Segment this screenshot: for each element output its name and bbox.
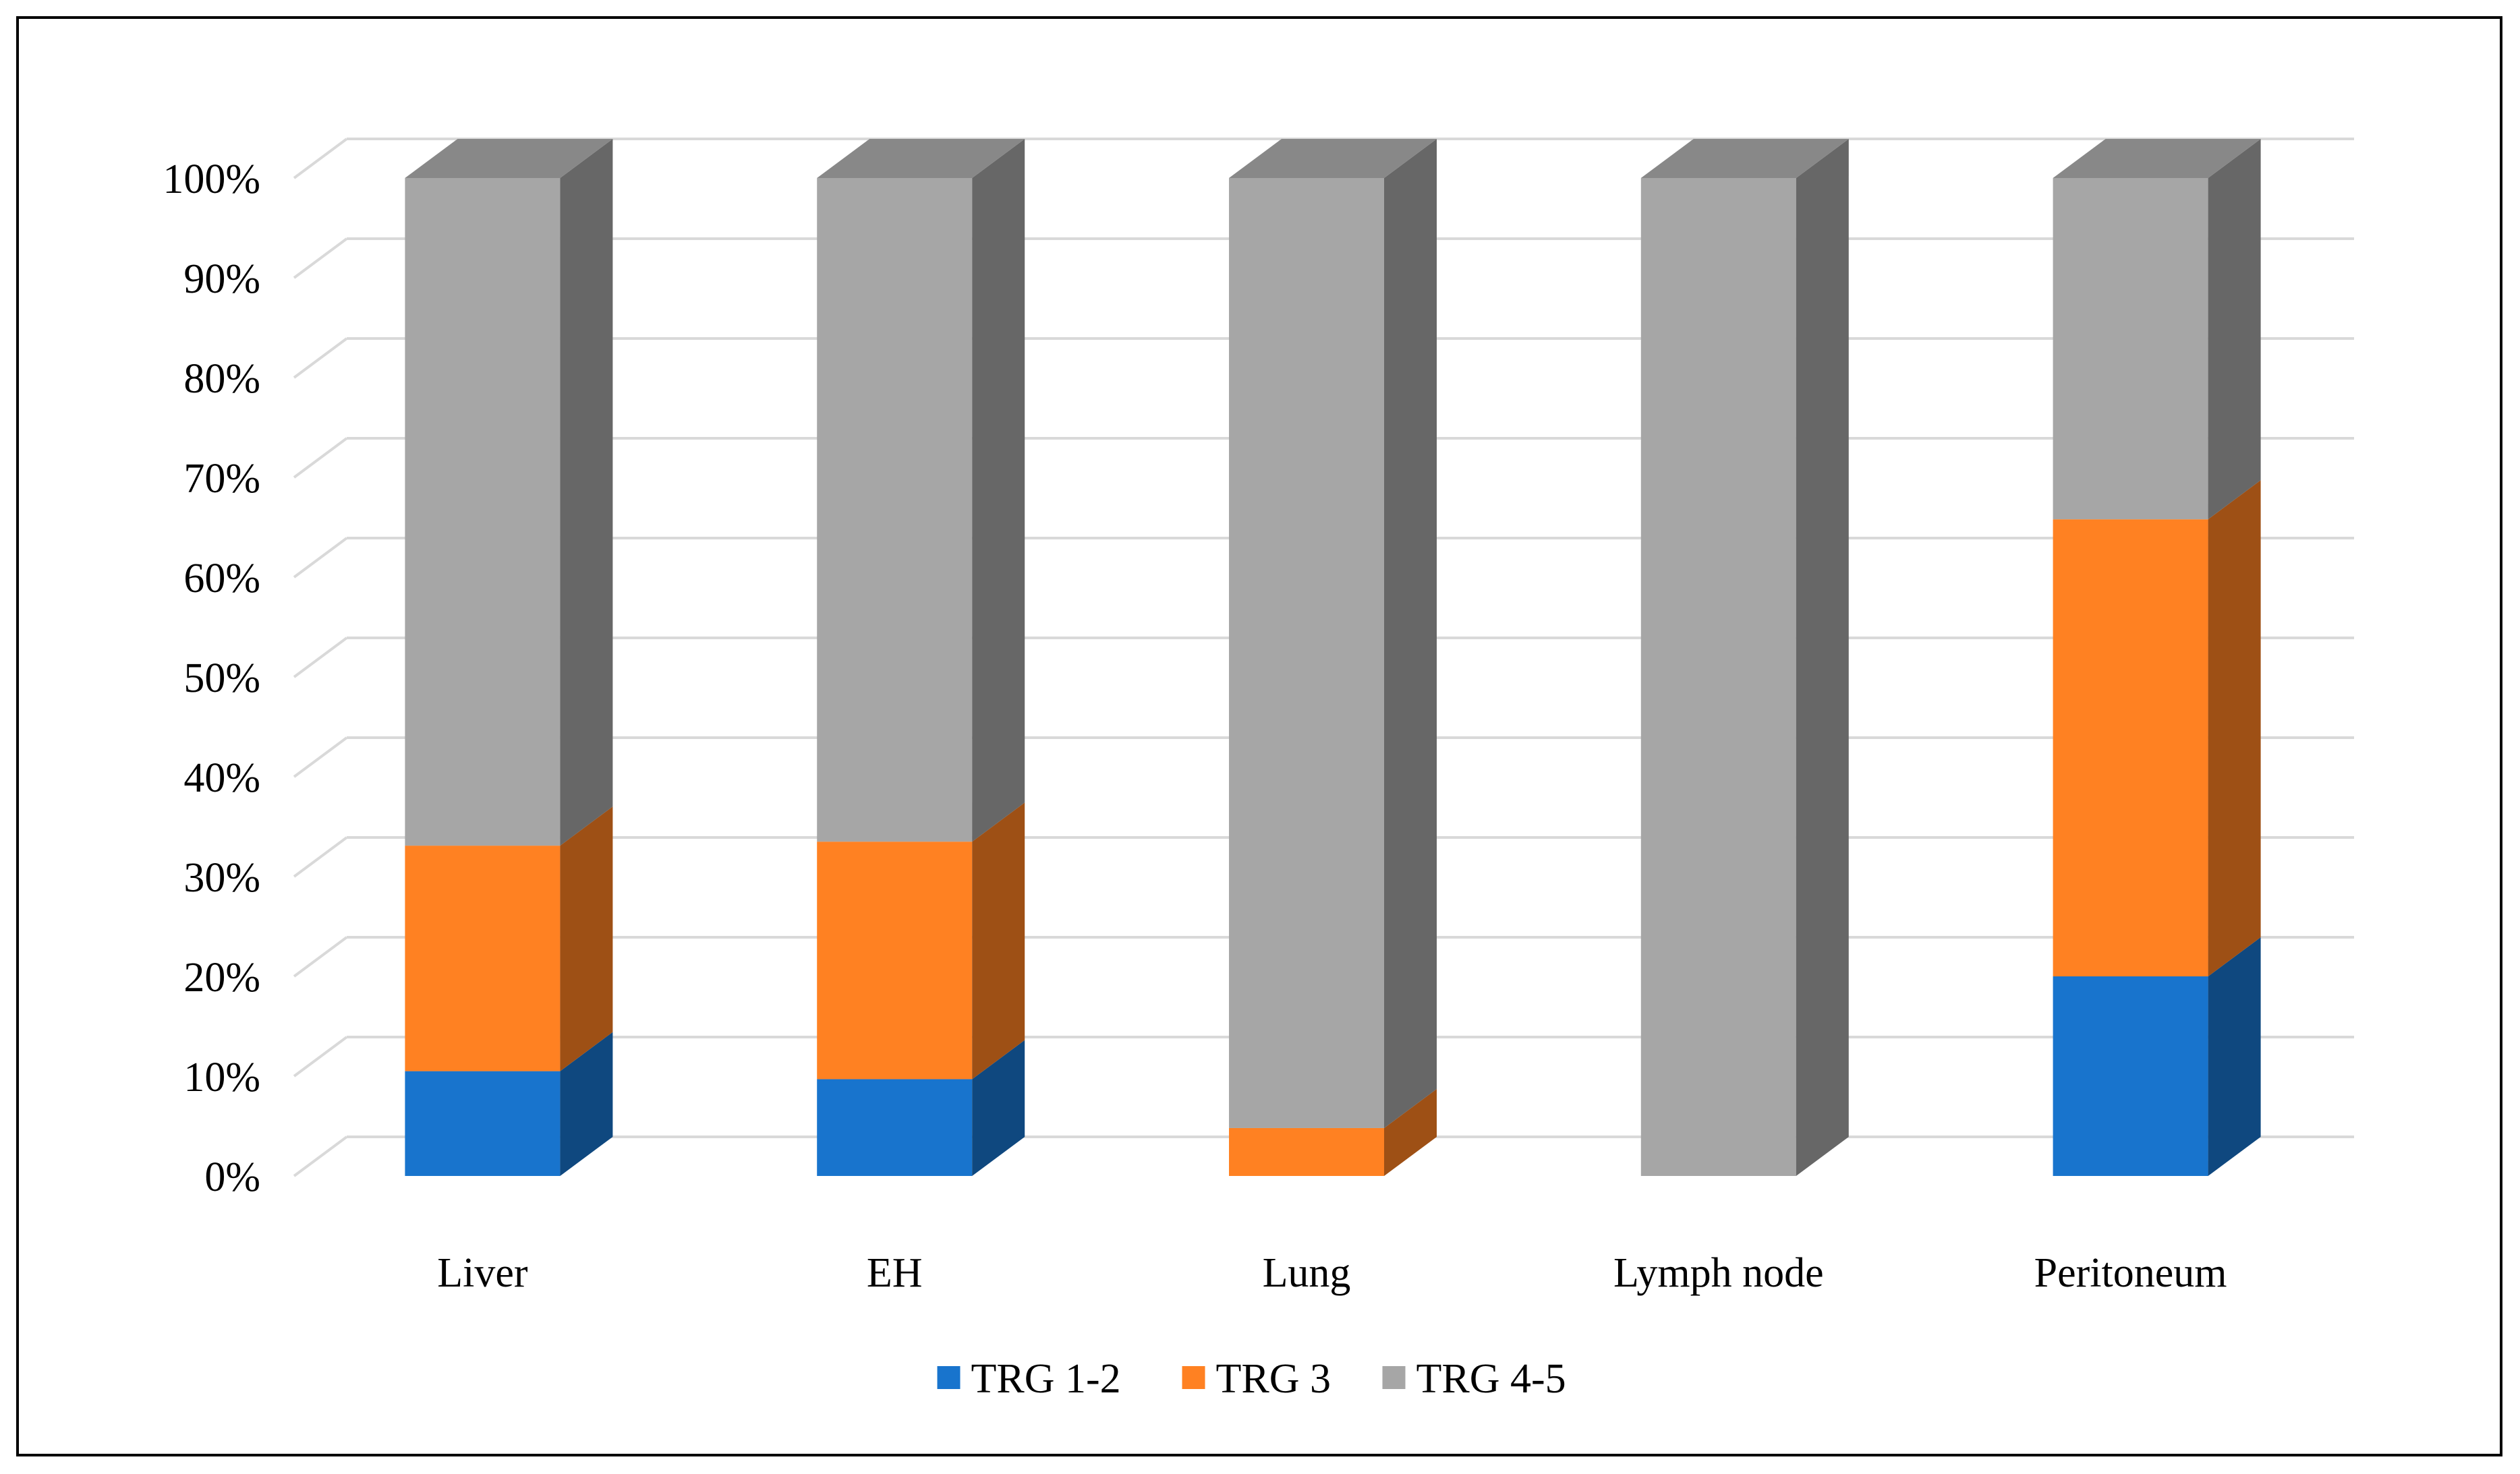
- bar-peritoneum-trg-1-2: [2053, 976, 2208, 1176]
- bar-peritoneum-trg-4-5: [2053, 178, 2208, 520]
- bar-peritoneum-trg-4-5-side: [2208, 139, 2261, 520]
- bar-eh-trg-1-2: [817, 1079, 973, 1176]
- gridline-diagonal: [293, 138, 348, 179]
- y-tick-label: 70%: [183, 456, 260, 502]
- y-tick-label: 60%: [183, 556, 260, 601]
- chart-frame: 0% 10% 20% 30% 40% 50% 60% 70% 80% 90% 100% Liver E…: [16, 16, 2502, 1456]
- gridline-diagonal: [293, 1136, 348, 1177]
- bar-lymph-node-trg-4-5-side: [1796, 139, 1849, 1176]
- bar-liver-trg-4-5: [405, 178, 561, 846]
- bar-eh-trg-1-2-side: [972, 1040, 1025, 1176]
- category-label-eh: EH: [867, 1250, 923, 1296]
- bar-stack-lung: [1229, 139, 1437, 1176]
- y-tick-label: 0%: [204, 1154, 260, 1200]
- bar-peritoneum-trg-3: [2053, 519, 2208, 976]
- bar-eh-trg-3: [817, 842, 973, 1080]
- bar-liver-trg-1-2: [405, 1071, 561, 1176]
- legend-label-trg-1-2: TRG 1-2: [971, 1356, 1121, 1402]
- category-label-lymph-node: Lymph node: [1613, 1250, 1824, 1296]
- bar-lung-trg-4-5-top: [1229, 139, 1437, 178]
- bar-liver-trg-4-5-top: [405, 139, 613, 178]
- bar-lung-trg-4-5-side: [1384, 139, 1437, 1128]
- gridline-diagonal: [293, 337, 348, 379]
- category-label-lung: Lung: [1263, 1250, 1351, 1296]
- bar-peritoneum-trg-3-side: [2208, 480, 2261, 976]
- category-label-peritoneum: Peritoneum: [2034, 1250, 2227, 1296]
- bar-lung-trg-4-5: [1229, 178, 1384, 1128]
- bar-lung-trg-3: [1229, 1127, 1384, 1176]
- bars: [405, 139, 2261, 1176]
- y-tick-label: 40%: [183, 755, 260, 801]
- gridline-diagonal: [293, 637, 348, 678]
- stacked-column-chart: 0% 10% 20% 30% 40% 50% 60% 70% 80% 90% 100% Liver E…: [163, 138, 2354, 1402]
- bar-eh-trg-3-side: [972, 802, 1025, 1080]
- legend-label-trg-4-5: TRG 4-5: [1416, 1356, 1566, 1402]
- legend-swatch-trg-1-2: [937, 1366, 961, 1389]
- bar-peritoneum-trg-4-5-top: [2053, 139, 2261, 178]
- bar-peritoneum-trg-1-2-side: [2208, 937, 2261, 1176]
- bar-liver-trg-1-2-side: [560, 1032, 613, 1176]
- gridline-diagonal: [293, 1036, 348, 1078]
- bar-eh-trg-4-5: [817, 178, 973, 842]
- gridline-diagonal: [293, 537, 348, 579]
- legend-label-trg-3: TRG 3: [1216, 1356, 1331, 1402]
- bar-lymph-node-trg-4-5-top: [1640, 139, 1849, 178]
- gridline-diagonal: [293, 237, 348, 279]
- y-tick-label: 80%: [183, 356, 260, 402]
- bar-stack-peritoneum: [2053, 139, 2261, 1176]
- bar-stack-lymph-node: [1640, 139, 1849, 1176]
- category-label-liver: Liver: [437, 1250, 528, 1296]
- gridline-diagonal: [293, 736, 348, 778]
- x-axis-categories: Liver EH Lung Lymph node Peritoneum: [437, 1250, 2227, 1296]
- bar-liver-trg-4-5-side: [560, 139, 613, 846]
- y-tick-label: 20%: [183, 955, 260, 1001]
- bar-eh-trg-4-5-side: [972, 139, 1025, 842]
- bar-stack-liver: [405, 139, 613, 1176]
- y-tick-label: 100%: [163, 156, 260, 202]
- y-tick-label: 10%: [183, 1055, 260, 1100]
- y-tick-label: 90%: [183, 256, 260, 302]
- bar-liver-trg-3: [405, 846, 561, 1071]
- bar-lymph-node-trg-4-5: [1640, 178, 1796, 1176]
- bar-stack-eh: [817, 139, 1025, 1176]
- y-tick-label: 50%: [183, 655, 260, 701]
- bar-lung-trg-3-side: [1384, 1088, 1437, 1176]
- legend: TRG 1-2 TRG 3 TRG 4-5: [937, 1356, 1566, 1402]
- gridline-diagonal: [293, 936, 348, 978]
- legend-swatch-trg-3: [1182, 1366, 1205, 1389]
- y-axis-ticks: 0% 10% 20% 30% 40% 50% 60% 70% 80% 90% 100%: [163, 156, 260, 1200]
- gridline-diagonal: [293, 836, 348, 878]
- bar-eh-trg-4-5-top: [817, 139, 1025, 178]
- legend-swatch-trg-4-5: [1382, 1366, 1406, 1389]
- gridline-diagonal: [293, 437, 348, 479]
- bar-liver-trg-3-side: [560, 806, 613, 1071]
- y-tick-label: 30%: [183, 855, 260, 901]
